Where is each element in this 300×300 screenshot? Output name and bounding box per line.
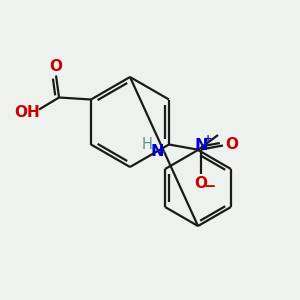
Text: O: O <box>50 59 62 74</box>
Text: N: N <box>194 138 208 153</box>
Text: +: + <box>204 134 212 143</box>
Text: O: O <box>226 137 238 152</box>
Text: H: H <box>142 137 152 152</box>
Text: OH: OH <box>14 105 40 120</box>
Text: O: O <box>194 176 208 191</box>
Text: −: − <box>204 179 216 194</box>
Text: N: N <box>150 144 164 159</box>
